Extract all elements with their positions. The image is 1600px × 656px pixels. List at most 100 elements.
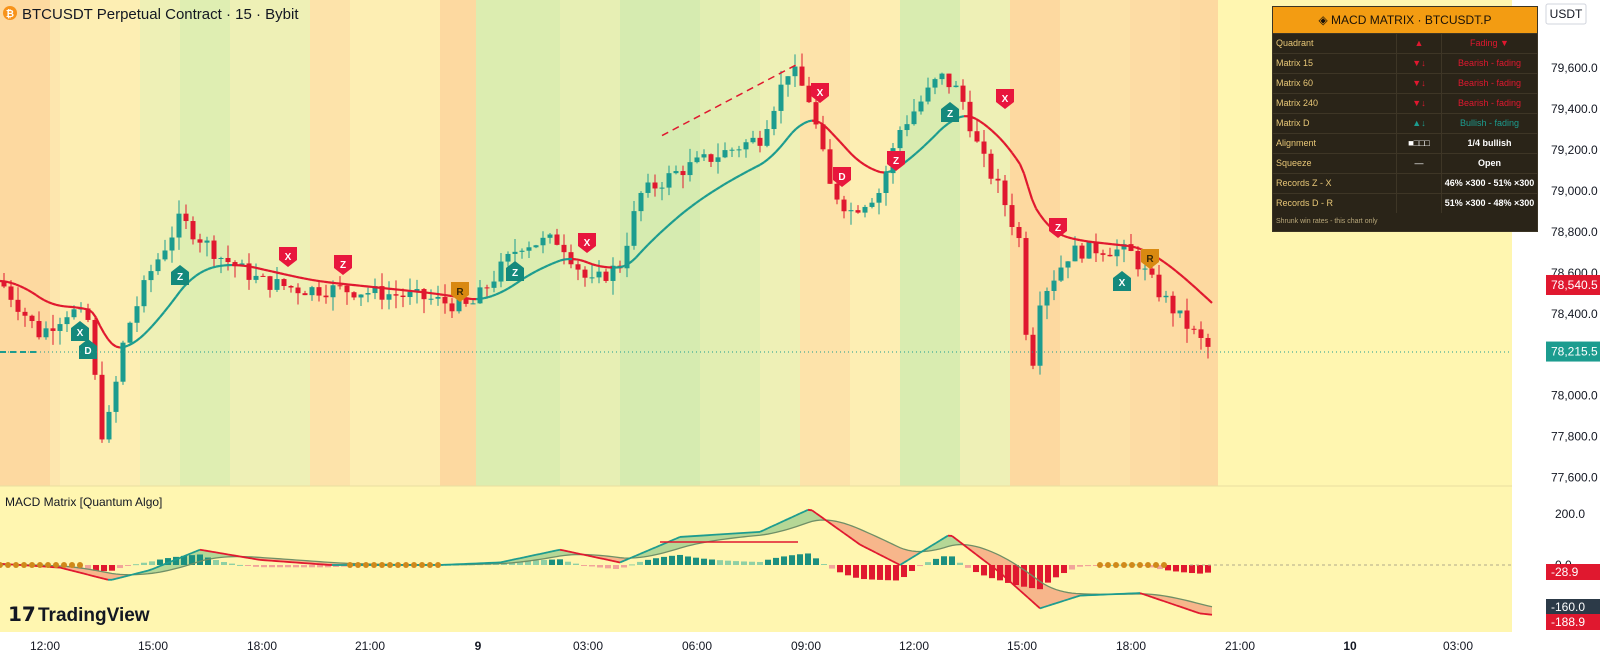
candle[interactable] [526, 241, 532, 259]
candle[interactable] [113, 375, 119, 423]
candle[interactable] [736, 145, 742, 158]
signal-marker-z[interactable]: Z [887, 151, 905, 171]
candle[interactable] [106, 405, 112, 443]
candle[interactable] [491, 270, 497, 293]
candle[interactable] [1177, 310, 1183, 318]
signal-marker-z[interactable]: Z [941, 102, 959, 122]
candle[interactable] [134, 296, 140, 333]
candle[interactable] [638, 191, 644, 222]
candle[interactable] [701, 149, 707, 162]
candle[interactable] [610, 257, 616, 295]
candle[interactable] [288, 285, 294, 293]
signal-marker-r[interactable]: R [1141, 249, 1159, 269]
candle[interactable] [596, 260, 602, 284]
candle[interactable] [848, 202, 854, 225]
candle[interactable] [316, 280, 322, 302]
candle[interactable] [1093, 233, 1099, 263]
candle[interactable] [680, 165, 686, 189]
candle[interactable] [260, 273, 266, 277]
candle[interactable] [449, 298, 455, 318]
candle[interactable] [645, 173, 651, 198]
candle[interactable] [127, 321, 133, 344]
candle[interactable] [1100, 249, 1106, 262]
signal-marker-x[interactable]: X [1113, 271, 1131, 291]
candle[interactable] [225, 245, 231, 271]
candle[interactable] [708, 153, 714, 167]
candle[interactable] [1198, 321, 1204, 350]
candle[interactable] [1058, 255, 1064, 282]
candle[interactable] [1030, 327, 1036, 370]
time-axis[interactable]: 12:00 15:00 18:00 21:00 9 03:00 06:00 09:00 12:0… [0, 632, 1512, 656]
candle[interactable] [372, 278, 378, 300]
candle[interactable] [827, 139, 833, 185]
candle[interactable] [673, 165, 679, 175]
candle[interactable] [855, 205, 861, 214]
signal-marker-z[interactable]: Z [506, 261, 524, 281]
candle[interactable] [603, 268, 609, 283]
candle[interactable] [743, 139, 749, 158]
candle[interactable] [155, 253, 161, 275]
candle[interactable] [190, 216, 196, 245]
candle[interactable] [1128, 234, 1134, 252]
candle[interactable] [309, 285, 315, 301]
candle[interactable] [400, 288, 406, 308]
candle[interactable] [295, 283, 301, 305]
candle[interactable] [99, 361, 105, 443]
candle[interactable] [15, 287, 21, 321]
price-badge-red[interactable]: 78,540.5 [1546, 274, 1600, 295]
candle[interactable] [666, 165, 672, 196]
candle[interactable] [1079, 242, 1085, 263]
candle[interactable] [1205, 333, 1211, 359]
candle[interactable] [1156, 265, 1162, 302]
signal-marker-x[interactable]: X [996, 89, 1014, 109]
signal-marker-z[interactable]: Z [334, 255, 352, 275]
candle[interactable] [484, 284, 490, 298]
candle[interactable] [330, 280, 336, 311]
candle[interactable] [1037, 291, 1043, 375]
macd-badge[interactable]: -188.9 [1546, 614, 1600, 630]
candle[interactable] [771, 106, 777, 136]
candle[interactable] [141, 275, 147, 313]
candle[interactable] [715, 143, 721, 174]
candle[interactable] [939, 72, 945, 85]
candle[interactable] [834, 182, 840, 205]
candle[interactable] [911, 99, 917, 126]
candle[interactable] [974, 120, 980, 143]
signal-marker-z[interactable]: Z [171, 265, 189, 285]
candle[interactable] [575, 260, 581, 281]
symbol-header[interactable]: ₿ BTCUSDT Perpetual Contract · 15 · Bybi… [3, 6, 299, 23]
candle[interactable] [50, 314, 56, 345]
candle[interactable] [1107, 247, 1113, 257]
price-badge-teal[interactable]: 78,215.5 [1546, 341, 1600, 362]
candle[interactable] [981, 130, 987, 168]
macd-badge[interactable]: -160.0 [1546, 599, 1600, 615]
candle[interactable] [36, 311, 42, 340]
candle[interactable] [1121, 239, 1127, 263]
candle[interactable] [57, 317, 63, 345]
candle[interactable] [281, 278, 287, 291]
candle[interactable] [498, 252, 504, 288]
candle[interactable] [323, 284, 329, 304]
candle[interactable] [169, 226, 175, 263]
candle[interactable] [582, 266, 588, 287]
candle[interactable] [764, 120, 770, 148]
candle[interactable] [1163, 290, 1169, 303]
candle[interactable] [1002, 175, 1008, 217]
candle[interactable] [624, 232, 630, 278]
candle[interactable] [211, 235, 217, 268]
candle[interactable] [1065, 261, 1071, 279]
candle[interactable] [148, 264, 154, 293]
candle[interactable] [393, 280, 399, 309]
candle[interactable] [386, 281, 392, 310]
candle[interactable] [183, 204, 189, 229]
candle[interactable] [946, 73, 952, 94]
candle[interactable] [442, 284, 448, 314]
candle[interactable] [267, 275, 273, 298]
candle[interactable] [1051, 270, 1057, 301]
signal-marker-d[interactable]: D [833, 167, 851, 187]
candle[interactable] [22, 307, 28, 327]
candle[interactable] [547, 232, 553, 244]
candle[interactable] [1009, 193, 1015, 236]
candle[interactable] [274, 266, 280, 292]
candle[interactable] [750, 130, 756, 144]
